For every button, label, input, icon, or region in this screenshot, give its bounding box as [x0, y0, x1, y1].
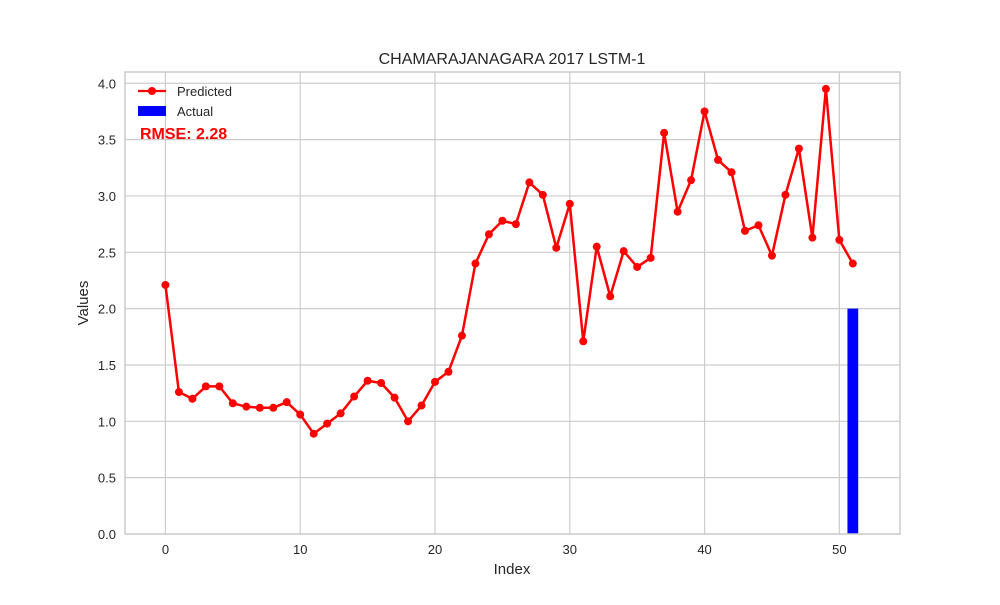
legend: Predicted Actual: [138, 84, 232, 119]
y-tick-label: 2.0: [98, 302, 116, 317]
predicted-point: [511, 220, 520, 229]
predicted-line: [161, 84, 857, 438]
predicted-point: [498, 216, 507, 225]
predicted-point: [821, 84, 830, 93]
x-tick-label: 20: [428, 542, 442, 557]
predicted-point: [579, 337, 588, 346]
predicted-point: [848, 259, 857, 268]
predicted-point: [323, 419, 332, 428]
legend-actual-label: Actual: [177, 104, 213, 119]
predicted-point: [215, 382, 224, 391]
predicted-point: [417, 401, 426, 410]
predicted-point: [646, 253, 655, 262]
predicted-point: [808, 233, 817, 242]
x-tick-label: 40: [697, 542, 711, 557]
legend-predicted-label: Predicted: [177, 84, 232, 99]
legend-actual-swatch: [138, 106, 166, 116]
y-tick-label: 4.0: [98, 76, 116, 91]
predicted-point: [606, 292, 615, 301]
rmse-annotation: RMSE: 2.28: [140, 126, 227, 143]
axis-ticks: 0 10 20 30 40 50 0.0 0.5 1.0 1.5 2.0 2.5 3.0 3.5 4.0: [98, 76, 847, 557]
predicted-point: [781, 190, 790, 199]
predicted-point: [673, 207, 682, 216]
predicted-point: [174, 388, 183, 397]
predicted-point: [350, 392, 359, 401]
predicted-point: [619, 247, 628, 256]
predicted-point: [687, 176, 696, 185]
predicted-point: [255, 403, 264, 412]
predicted-point: [565, 199, 574, 208]
predicted-series-line: [164, 87, 854, 435]
predicted-point: [336, 409, 345, 418]
plot-area: [125, 72, 900, 534]
plot-frame: [124, 71, 901, 535]
predicted-point: [767, 251, 776, 260]
predicted-point: [660, 128, 669, 137]
predicted-point: [363, 376, 372, 385]
predicted-point: [525, 178, 534, 187]
legend-predicted-marker: [148, 87, 156, 95]
predicted-point: [835, 235, 844, 244]
predicted-point: [377, 379, 386, 388]
predicted-point: [741, 226, 749, 235]
predicted-point: [404, 417, 413, 426]
predicted-point: [282, 398, 291, 407]
predicted-point: [309, 429, 318, 438]
y-axis-label: Values: [75, 281, 92, 326]
predicted-point: [444, 367, 453, 376]
x-tick-label: 0: [162, 542, 169, 557]
predicted-point: [390, 393, 399, 402]
predicted-point: [269, 403, 278, 412]
y-tick-label: 1.5: [98, 358, 116, 373]
x-tick-label: 10: [293, 542, 307, 557]
predicted-point: [242, 402, 251, 411]
predicted-point: [484, 230, 493, 239]
predicted-point: [552, 243, 561, 252]
predicted-point: [161, 280, 170, 289]
predicted-point: [592, 242, 601, 251]
y-tick-label: 0.5: [98, 471, 116, 486]
predicted-point: [538, 190, 547, 199]
actual-bars: [847, 308, 859, 534]
predicted-point: [754, 221, 763, 230]
y-tick-label: 3.0: [98, 189, 116, 204]
predicted-point: [727, 168, 736, 177]
y-tick-label: 0.0: [98, 527, 116, 542]
y-tick-label: 2.5: [98, 245, 116, 260]
x-tick-label: 50: [832, 542, 846, 557]
predicted-point: [714, 155, 723, 164]
y-tick-label: 1.0: [98, 414, 116, 429]
predicted-point: [228, 399, 237, 408]
predicted-point: [188, 394, 197, 403]
predicted-point: [700, 107, 709, 116]
predicted-point: [633, 262, 642, 271]
chart-title: CHAMARAJANAGARA 2017 LSTM-1: [379, 51, 646, 68]
predicted-point: [431, 377, 439, 386]
actual-bar: [847, 308, 859, 534]
y-tick-label: 3.5: [98, 133, 116, 148]
grid: [125, 72, 900, 535]
x-tick-label: 30: [563, 542, 577, 557]
x-axis-label: Index: [494, 561, 531, 578]
predicted-point: [457, 331, 466, 340]
predicted-point: [471, 259, 480, 268]
predicted-point: [296, 410, 305, 419]
predicted-point: [201, 382, 210, 391]
predicted-point: [794, 144, 803, 153]
